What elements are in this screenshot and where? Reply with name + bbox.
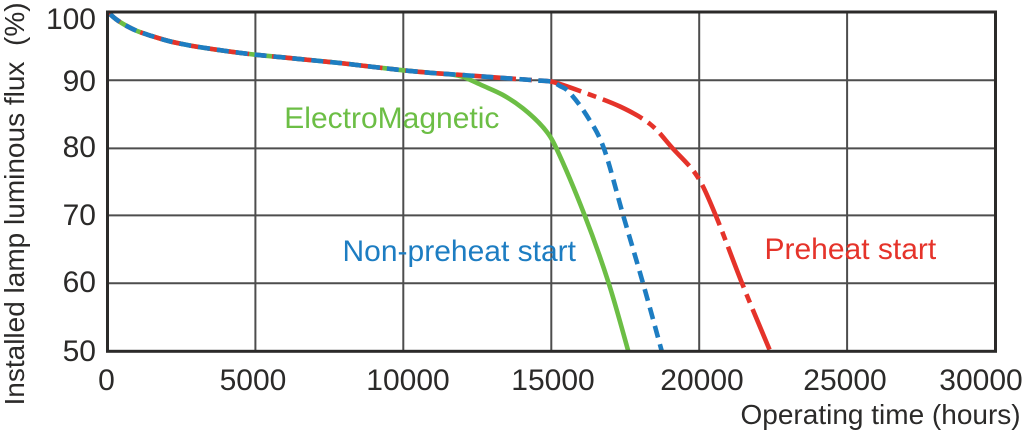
svg-text:Installed lamp luminous flux: Installed lamp luminous flux (%)	[0, 2, 30, 405]
